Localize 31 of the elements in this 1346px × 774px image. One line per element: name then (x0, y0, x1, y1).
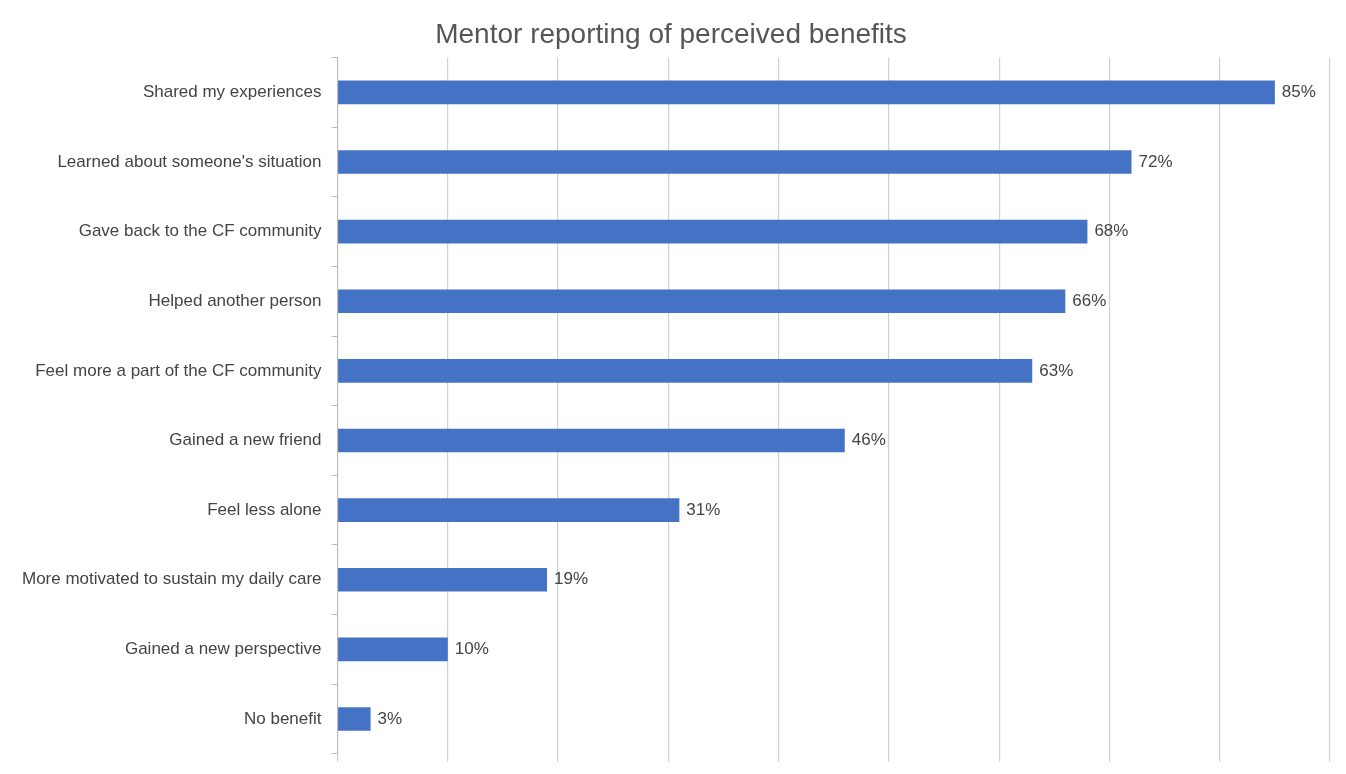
bar (338, 428, 845, 453)
data-label: 68% (1094, 221, 1129, 241)
y-tick-label: Gave back to the CF community (78, 221, 322, 241)
bar (338, 567, 548, 592)
bar (338, 289, 1066, 314)
data-label: 72% (1138, 151, 1173, 171)
y-tick-label: Helped another person (148, 290, 322, 310)
bar (338, 219, 1088, 244)
y-tick-label: Gained a new perspective (124, 639, 322, 659)
y-tick-label: Shared my experiences (142, 82, 322, 102)
data-label: 31% (686, 499, 721, 519)
data-label: 3% (377, 708, 403, 728)
y-tick-label: More motivated to sustain my daily care (21, 569, 322, 589)
data-label: 85% (1281, 82, 1316, 102)
bar (338, 150, 1132, 174)
bar (338, 498, 680, 522)
data-label: 46% (851, 430, 886, 450)
chart-title: Mentor reporting of perceived benefits (435, 17, 907, 49)
y-tick-label: Learned about someone's situation (57, 151, 322, 171)
data-label: 19% (554, 569, 589, 589)
y-tick-label: Gained a new friend (169, 430, 322, 450)
data-label: 10% (454, 639, 489, 659)
bar (338, 80, 1275, 105)
data-label: 63% (1039, 360, 1074, 380)
bar (338, 637, 448, 662)
y-tick-label: Feel more a part of the CF community (35, 360, 322, 380)
y-tick-label: Feel less alone (207, 499, 322, 519)
y-tick-label: No benefit (244, 708, 322, 728)
bar (338, 707, 371, 731)
data-label: 66% (1072, 290, 1107, 310)
bar (338, 359, 1033, 383)
